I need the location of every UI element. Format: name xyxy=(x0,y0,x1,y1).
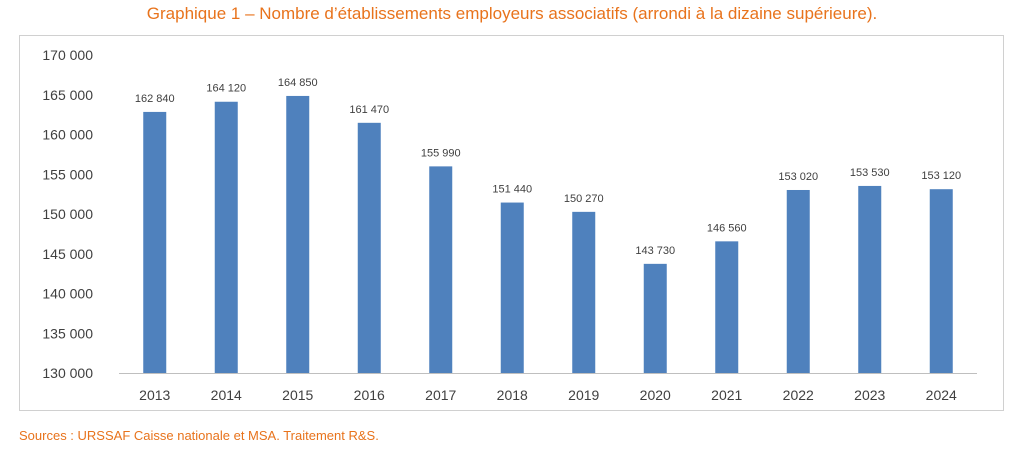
data-label-2018: 151 440 xyxy=(492,184,532,196)
x-tick-label-2023: 2023 xyxy=(854,387,885,403)
bar-2015 xyxy=(286,95,310,373)
x-tick-label-2019: 2019 xyxy=(568,387,599,403)
x-tick-label-2021: 2021 xyxy=(711,387,742,403)
data-label-2016: 161 470 xyxy=(349,104,389,116)
chart-frame: 130 000 135 000 140 000 145 000 150 000 155 0… xyxy=(19,35,1004,411)
bar-2023 xyxy=(858,185,882,373)
bar-2016 xyxy=(357,122,381,373)
x-tick-label-2013: 2013 xyxy=(139,387,170,403)
y-tick-label: 135 000 xyxy=(42,325,93,341)
bar-2020 xyxy=(643,263,667,373)
bar-2014 xyxy=(214,101,238,373)
bar-2013 xyxy=(143,111,167,373)
y-tick-label: 140 000 xyxy=(42,286,93,302)
x-tick-label-2014: 2014 xyxy=(211,387,242,403)
y-tick-label: 155 000 xyxy=(42,166,93,182)
x-tick-label-2015: 2015 xyxy=(282,387,313,403)
y-tick-label: 165 000 xyxy=(42,87,93,103)
data-label-2019: 150 270 xyxy=(564,193,604,205)
y-tick-label: 145 000 xyxy=(42,246,93,262)
bar-2017 xyxy=(429,166,453,373)
y-tick-label: 150 000 xyxy=(42,206,93,222)
x-tick-label-2024: 2024 xyxy=(926,387,957,403)
y-tick-label: 130 000 xyxy=(42,365,93,381)
y-tick-label: 170 000 xyxy=(42,47,93,63)
x-tick-label-2016: 2016 xyxy=(354,387,385,403)
bar-2024 xyxy=(929,189,953,373)
bar-2021 xyxy=(715,241,739,373)
data-label-2014: 164 120 xyxy=(206,83,246,95)
data-label-2017: 155 990 xyxy=(421,147,461,159)
data-label-2022: 153 020 xyxy=(778,171,818,183)
data-label-2023: 153 530 xyxy=(850,167,890,179)
data-label-2015: 164 850 xyxy=(278,77,318,89)
chart-title: Graphique 1 – Nombre d’établissements em… xyxy=(146,4,878,23)
data-label-2020: 143 730 xyxy=(635,245,675,257)
data-label-2021: 146 560 xyxy=(707,222,747,234)
source-note: Sources : URSSAF Caisse nationale et MSA… xyxy=(19,428,379,443)
bar-chart: 130 000 135 000 140 000 145 000 150 000 155 0… xyxy=(42,47,977,403)
data-label-2024: 153 120 xyxy=(921,170,961,182)
bar-2022 xyxy=(786,189,810,373)
bar-2019 xyxy=(572,211,596,373)
bar-2018 xyxy=(500,202,524,373)
x-tick-label-2022: 2022 xyxy=(783,387,814,403)
x-tick-label-2020: 2020 xyxy=(640,387,671,403)
x-tick-label-2017: 2017 xyxy=(425,387,456,403)
data-label-2013: 162 840 xyxy=(135,93,175,105)
x-tick-label-2018: 2018 xyxy=(497,387,528,403)
y-tick-label: 160 000 xyxy=(42,127,93,143)
